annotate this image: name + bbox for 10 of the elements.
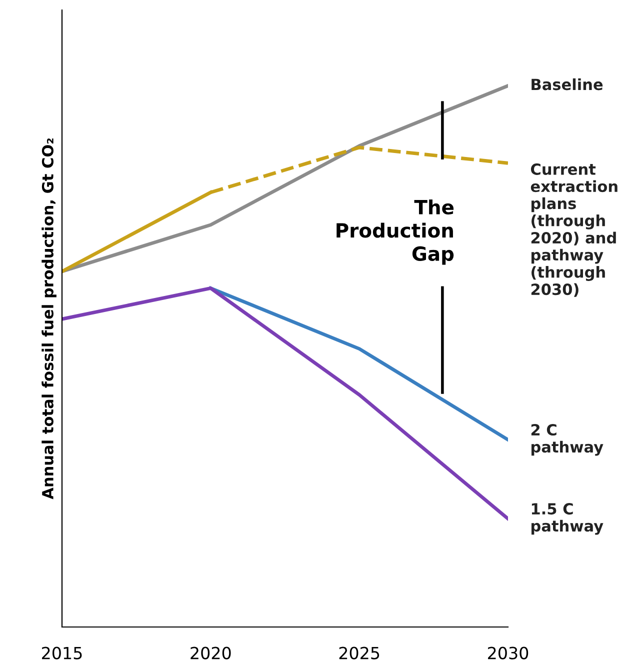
x-tick-label: 2015 — [42, 646, 82, 660]
x-tick-label: 2025 — [339, 646, 380, 660]
series-label: 2 C pathway — [531, 424, 604, 456]
series-label: Baseline — [532, 78, 603, 90]
x-tick-label: 2030 — [488, 646, 528, 660]
y-axis-title: Annual total fossil fuel production, Gt CO₂ — [42, 138, 56, 500]
series-label: 1.5 C pathway — [532, 503, 604, 535]
series-label: Current extraction plans (through 2020) and pathway (through 2030) — [530, 163, 618, 297]
annotation: The Production Gap — [336, 199, 454, 265]
x-tick-label: 2020 — [190, 646, 231, 660]
